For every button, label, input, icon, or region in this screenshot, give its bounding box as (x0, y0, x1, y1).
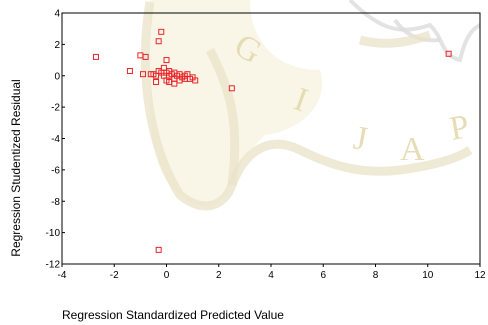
x-tick-label: -4 (58, 270, 67, 281)
y-tick-label: -2 (51, 103, 60, 114)
data-point (158, 28, 165, 35)
data-point (171, 80, 178, 87)
x-tick-label: 10 (422, 270, 434, 281)
data-point (139, 71, 146, 78)
watermark-letter: J (351, 119, 370, 158)
data-point (126, 68, 133, 75)
x-tick-label: -2 (110, 270, 119, 281)
y-tick-label: 2 (54, 40, 60, 51)
y-tick-label: -12 (46, 260, 61, 271)
data-point (155, 246, 162, 253)
data-point (92, 53, 99, 60)
y-tick-label: -8 (51, 197, 60, 208)
watermark-letter: A (400, 131, 425, 168)
data-point (155, 38, 162, 45)
y-tick-label: -4 (51, 134, 60, 145)
data-points (92, 28, 452, 253)
y-tick-label: 4 (54, 9, 60, 20)
x-tick-label: 4 (268, 270, 274, 281)
y-tick-label: -10 (46, 228, 61, 239)
data-point (192, 77, 199, 84)
data-point (163, 57, 170, 64)
y-tick-label: 0 (54, 71, 60, 82)
x-tick-label: 2 (216, 270, 222, 281)
data-point (445, 50, 452, 57)
x-axis: -4 -2 0 2 4 6 8 10 12 (58, 264, 486, 281)
x-tick-label: 0 (164, 270, 170, 281)
data-point (142, 53, 149, 60)
data-point (153, 79, 160, 86)
y-axis: 4 2 0 -2 -4 -6 -8 -10 -12 (46, 9, 65, 271)
y-tick-label: -6 (51, 165, 60, 176)
y-axis-title: Regression Studentized Residual (9, 79, 23, 256)
data-point (228, 85, 235, 92)
watermark-letter: P (447, 108, 472, 148)
x-tick-label: 8 (373, 270, 379, 281)
x-axis-title: Regression Standardized Predicted Value (62, 308, 284, 322)
x-tick-label: 12 (474, 270, 486, 281)
x-tick-label: 6 (320, 270, 326, 281)
university-seal-watermark: G I J A P (140, 0, 482, 211)
